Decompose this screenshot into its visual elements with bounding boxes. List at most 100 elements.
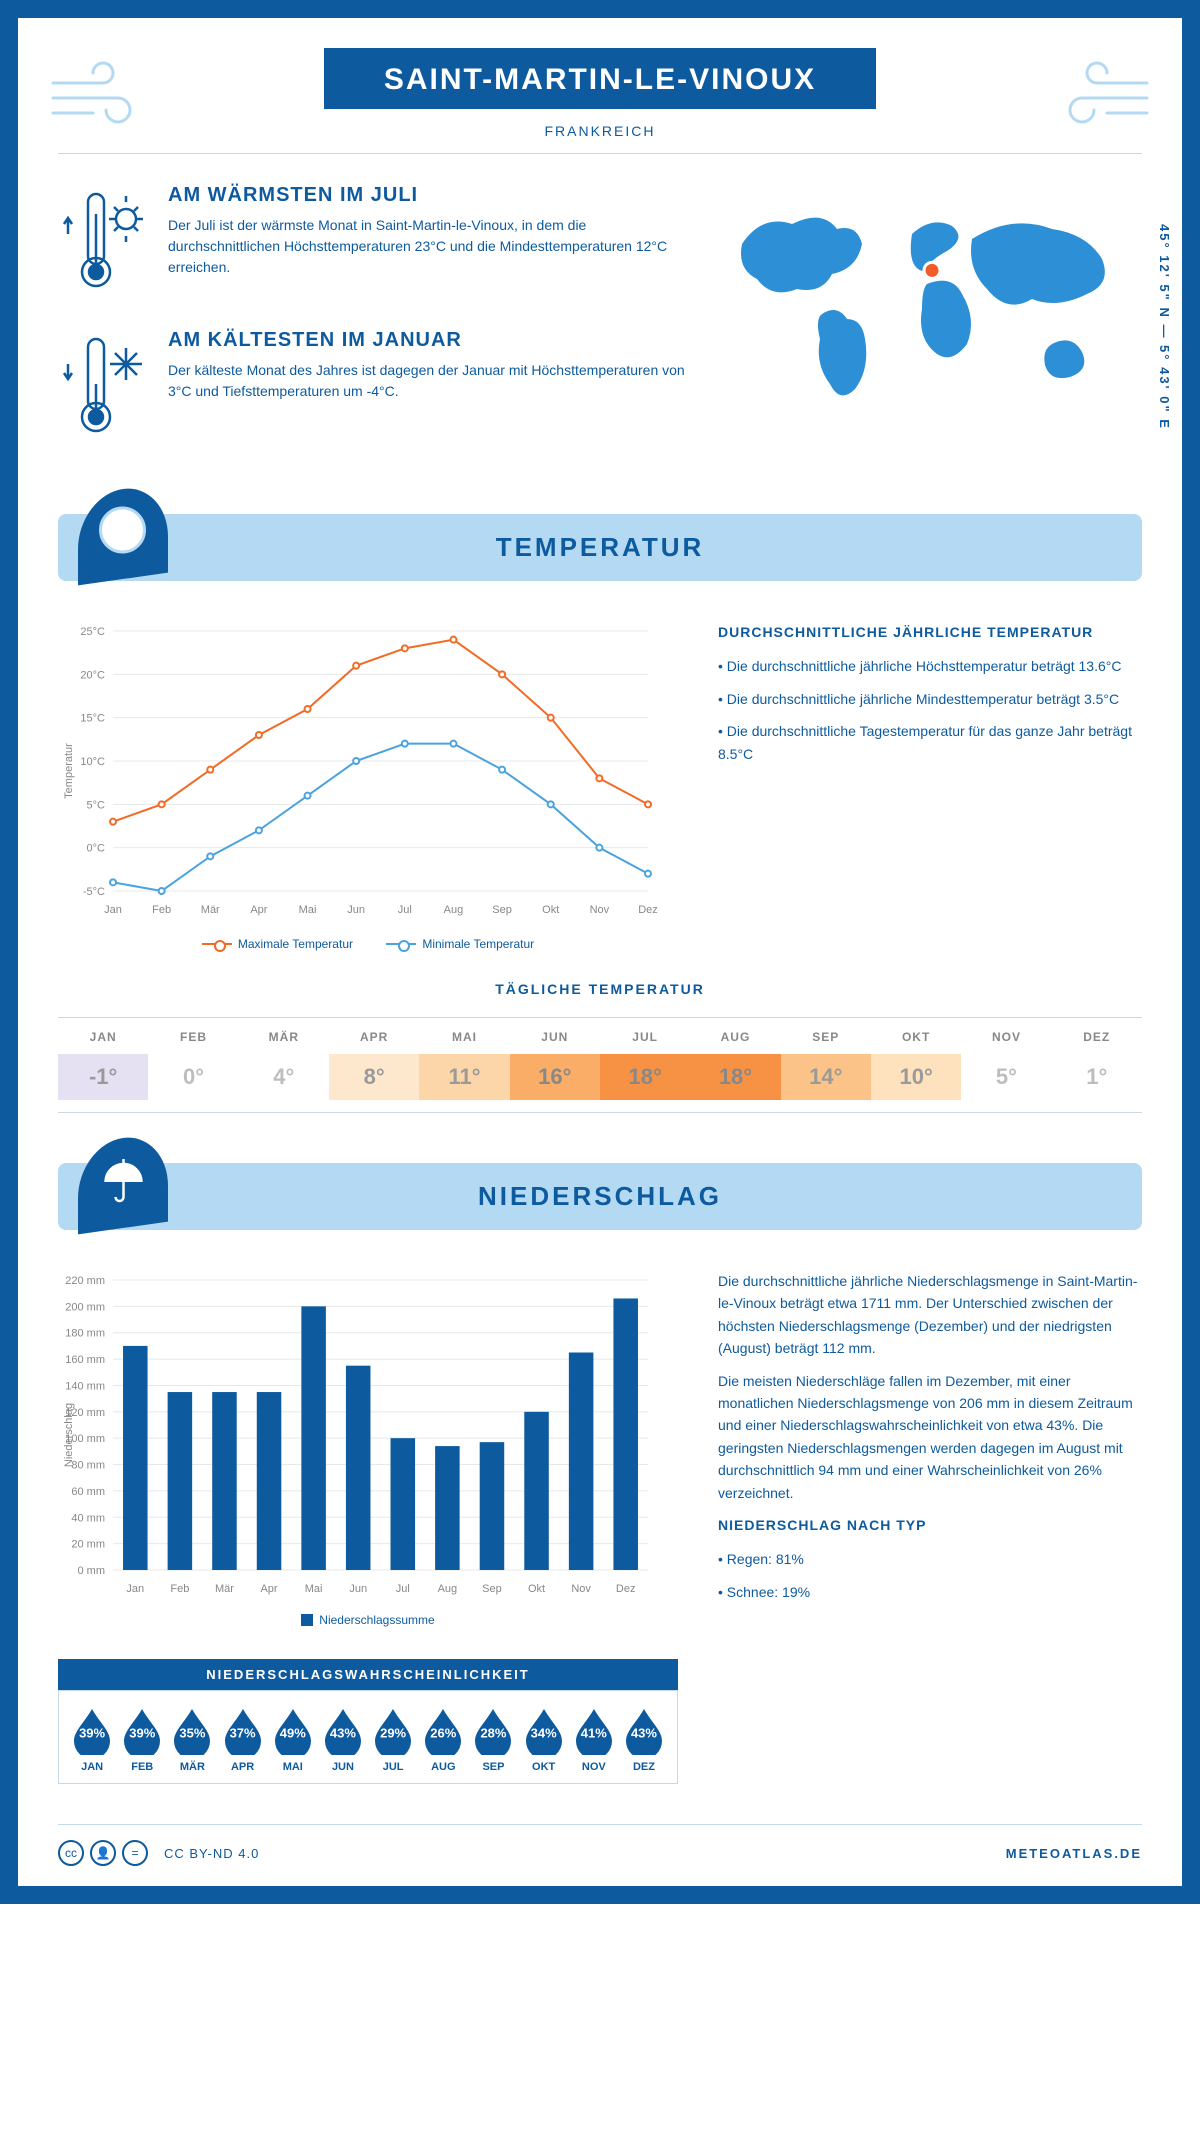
svg-text:180 mm: 180 mm [65, 1328, 105, 1340]
sun-icon [78, 483, 168, 586]
temp-desc-1: • Die durchschnittliche jährliche Höchst… [718, 655, 1142, 677]
svg-text:80 mm: 80 mm [71, 1460, 105, 1472]
precip-type-title: NIEDERSCHLAG NACH TYP [718, 1514, 1142, 1536]
precip-prob-cell: 37%APR [218, 1705, 268, 1773]
precip-desc-2: Die meisten Niederschläge fallen im Deze… [718, 1370, 1142, 1504]
footer: cc 👤 = CC BY-ND 4.0 METEOATLAS.DE [58, 1824, 1142, 1866]
daily-temp-cell: JUN16° [510, 1030, 600, 1100]
svg-text:10°C: 10°C [80, 756, 105, 768]
daily-temp-cell: MÄR4° [239, 1030, 329, 1100]
precip-prob-strip: 39%JAN39%FEB35%MÄR37%APR49%MAI43%JUN29%J… [58, 1690, 678, 1784]
svg-text:Nov: Nov [590, 904, 610, 916]
daily-temp-strip: JAN-1°FEB0°MÄR4°APR8°MAI11°JUN16°JUL18°A… [58, 1017, 1142, 1113]
precipitation-title: NIEDERSCHLAG [478, 1181, 722, 1211]
precip-type-2: • Schnee: 19% [718, 1581, 1142, 1603]
temp-desc-2: • Die durchschnittliche jährliche Mindes… [718, 688, 1142, 710]
fact-warmest: AM WÄRMSTEN IM JULI Der Juli ist der wär… [58, 184, 692, 299]
legend-min: Minimale Temperatur [422, 937, 534, 951]
license-text: CC BY-ND 4.0 [164, 1846, 259, 1861]
precip-prob-title: NIEDERSCHLAGSWAHRSCHEINLICHKEIT [58, 1659, 678, 1690]
svg-text:Aug: Aug [444, 904, 464, 916]
svg-text:Sep: Sep [492, 904, 512, 916]
temperature-line-chart: -5°C0°C5°C10°C15°C20°C25°CJanFebMärAprMa… [58, 621, 658, 921]
precip-prob-cell: 41%NOV [569, 1705, 619, 1773]
site-name: METEOATLAS.DE [1006, 1846, 1142, 1861]
temp-desc-title: DURCHSCHNITTLICHE JÄHRLICHE TEMPERATUR [718, 621, 1142, 643]
precip-prob-cell: 29%JUL [368, 1705, 418, 1773]
svg-text:Sep: Sep [482, 1583, 502, 1595]
svg-text:60 mm: 60 mm [71, 1486, 105, 1498]
precip-prob-cell: 34%OKT [519, 1705, 569, 1773]
temperature-banner: TEMPERATUR [58, 514, 1142, 581]
svg-text:40 mm: 40 mm [71, 1512, 105, 1524]
fact-warm-title: AM WÄRMSTEN IM JULI [168, 184, 692, 207]
svg-text:Feb: Feb [152, 904, 171, 916]
cc-icon: cc [58, 1840, 84, 1866]
fact-cold-title: AM KÄLTESTEN IM JANUAR [168, 329, 692, 352]
svg-text:160 mm: 160 mm [65, 1354, 105, 1366]
precip-prob-cell: 49%MAI [268, 1705, 318, 1773]
daily-temp-cell: JAN-1° [58, 1030, 148, 1100]
daily-temp-cell: JUL18° [600, 1030, 690, 1100]
svg-text:Apr: Apr [260, 1583, 277, 1595]
svg-text:20 mm: 20 mm [71, 1539, 105, 1551]
wind-icon [1052, 58, 1152, 133]
svg-text:Jan: Jan [126, 1583, 144, 1595]
fact-warm-text: Der Juli ist der wärmste Monat in Saint-… [168, 215, 692, 278]
map-marker [924, 262, 940, 278]
svg-text:Mai: Mai [299, 904, 317, 916]
daily-temp-cell: NOV5° [961, 1030, 1051, 1100]
page-subtitle: FRANKREICH [58, 123, 1142, 154]
svg-text:Nov: Nov [571, 1583, 591, 1595]
precip-prob-cell: 43%DEZ [619, 1705, 669, 1773]
svg-text:Dez: Dez [638, 904, 658, 916]
svg-text:25°C: 25°C [80, 626, 105, 638]
svg-text:140 mm: 140 mm [65, 1380, 105, 1392]
legend-max: Maximale Temperatur [238, 937, 353, 951]
nd-icon: = [122, 1840, 148, 1866]
fact-coldest: AM KÄLTESTEN IM JANUAR Der kälteste Mona… [58, 329, 692, 444]
svg-text:Dez: Dez [616, 1583, 636, 1595]
precip-prob-cell: 43%JUN [318, 1705, 368, 1773]
svg-text:Okt: Okt [528, 1583, 545, 1595]
svg-text:200 mm: 200 mm [65, 1301, 105, 1313]
svg-text:Okt: Okt [542, 904, 559, 916]
svg-text:-5°C: -5°C [83, 886, 105, 898]
svg-text:Mai: Mai [305, 1583, 323, 1595]
temperature-title: TEMPERATUR [496, 532, 705, 562]
coordinates: 45° 12' 5" N — 5° 43' 0" E [1157, 224, 1172, 430]
svg-text:Temperatur: Temperatur [63, 743, 75, 799]
world-map [722, 184, 1142, 424]
wind-icon [48, 58, 148, 133]
daily-temp-cell: MAI11° [419, 1030, 509, 1100]
precip-prob-cell: 26%AUG [418, 1705, 468, 1773]
svg-text:Jun: Jun [347, 904, 365, 916]
by-icon: 👤 [90, 1840, 116, 1866]
precip-legend: Niederschlagssumme [319, 1613, 434, 1627]
precip-desc-1: Die durchschnittliche jährliche Niedersc… [718, 1270, 1142, 1360]
precip-type-1: • Regen: 81% [718, 1548, 1142, 1570]
daily-temp-cell: SEP14° [781, 1030, 871, 1100]
svg-text:0°C: 0°C [87, 843, 106, 855]
precip-prob-cell: 39%JAN [67, 1705, 117, 1773]
svg-text:Jul: Jul [396, 1583, 410, 1595]
precipitation-bar-chart: 0 mm20 mm40 mm60 mm80 mm100 mm120 mm140 … [58, 1270, 658, 1600]
precip-prob-cell: 39%FEB [117, 1705, 167, 1773]
svg-text:Mär: Mär [215, 1583, 234, 1595]
daily-temp-cell: OKT10° [871, 1030, 961, 1100]
precip-prob-cell: 35%MÄR [167, 1705, 217, 1773]
daily-temp-title: TÄGLICHE TEMPERATUR [58, 981, 1142, 997]
precip-prob-cell: 28%SEP [468, 1705, 518, 1773]
temp-desc-3: • Die durchschnittliche Tagestemperatur … [718, 720, 1142, 765]
svg-text:5°C: 5°C [87, 799, 106, 811]
svg-text:Mär: Mär [201, 904, 220, 916]
thermometer-hot-icon [58, 184, 148, 299]
svg-text:Aug: Aug [438, 1583, 458, 1595]
header: SAINT-MARTIN-LE-VINOUX FRANKREICH [58, 48, 1142, 154]
svg-text:20°C: 20°C [80, 669, 105, 681]
svg-text:Jun: Jun [349, 1583, 367, 1595]
page-title: SAINT-MARTIN-LE-VINOUX [324, 48, 876, 109]
fact-cold-text: Der kälteste Monat des Jahres ist dagege… [168, 360, 692, 402]
svg-text:Apr: Apr [250, 904, 267, 916]
svg-text:Feb: Feb [170, 1583, 189, 1595]
